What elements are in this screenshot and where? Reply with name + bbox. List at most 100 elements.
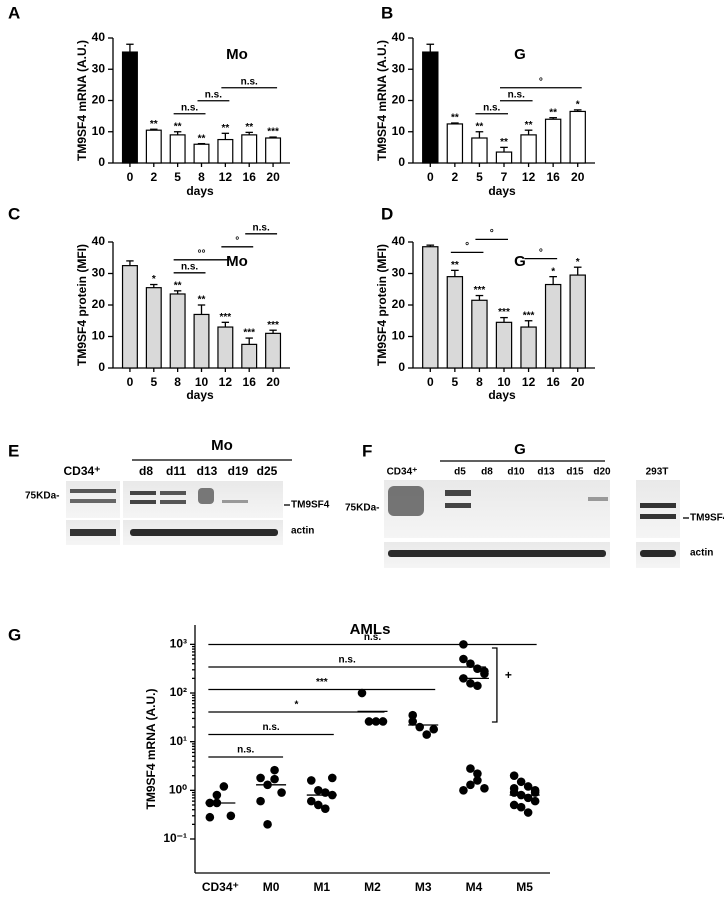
bracket-label: n.s. bbox=[339, 655, 356, 666]
lane-label: d11 bbox=[166, 464, 186, 478]
bracket-label: n.s. bbox=[262, 722, 279, 733]
x-tick-label: 5 bbox=[452, 375, 459, 389]
panel-letter: C bbox=[8, 204, 20, 223]
y-tick-label: 30 bbox=[92, 61, 106, 75]
marker-label: 75KDa- bbox=[345, 503, 379, 514]
y-tick-label: 0 bbox=[398, 360, 405, 374]
band bbox=[70, 529, 116, 536]
x-tick-label: 20 bbox=[571, 375, 585, 389]
point bbox=[263, 820, 272, 829]
x-tick-label: M3 bbox=[415, 880, 432, 894]
bar bbox=[495, 151, 513, 164]
significance: ** bbox=[198, 295, 206, 306]
y-tick-label: 0 bbox=[398, 155, 405, 169]
lane-label: d8 bbox=[139, 464, 153, 478]
y-axis-label: TM9SF4 mRNA (A.U.) bbox=[375, 40, 389, 161]
bracket-label: n.s. bbox=[205, 89, 222, 100]
x-tick-label: M0 bbox=[263, 880, 280, 894]
band bbox=[640, 514, 676, 519]
x-tick-label: 16 bbox=[243, 170, 257, 184]
point bbox=[516, 777, 526, 787]
band bbox=[445, 503, 471, 508]
y-tick-label: 10 bbox=[392, 124, 406, 138]
band-label: TM9SF4 bbox=[690, 513, 724, 524]
point bbox=[408, 710, 418, 720]
x-tick-label: 0 bbox=[127, 170, 134, 184]
x-tick-label: 0 bbox=[127, 375, 134, 389]
bar bbox=[265, 332, 282, 369]
point bbox=[466, 780, 475, 790]
bracket-label: n.s. bbox=[181, 261, 198, 272]
chart-title: Mo bbox=[226, 46, 248, 63]
significance: ** bbox=[198, 133, 206, 144]
bar bbox=[169, 134, 186, 164]
band bbox=[588, 497, 608, 501]
side-bracket bbox=[491, 647, 498, 723]
bar bbox=[193, 143, 210, 164]
point bbox=[466, 679, 475, 688]
point bbox=[523, 782, 533, 791]
y-tick-label: 10 bbox=[92, 124, 106, 138]
lane-label: d5 bbox=[454, 467, 466, 478]
blot-group: Mo bbox=[211, 437, 233, 454]
point bbox=[270, 765, 279, 775]
y-tick-label: 40 bbox=[392, 30, 406, 44]
y-tick-label: 10³ bbox=[170, 637, 187, 651]
bar bbox=[145, 287, 162, 369]
y-tick-label: 40 bbox=[392, 234, 406, 248]
point bbox=[473, 769, 482, 778]
band bbox=[160, 491, 186, 495]
point bbox=[473, 681, 482, 691]
point bbox=[277, 788, 286, 797]
point bbox=[270, 774, 279, 784]
bar bbox=[169, 293, 186, 369]
bracket-label: * bbox=[294, 700, 298, 711]
bar bbox=[544, 283, 562, 369]
point bbox=[516, 802, 526, 812]
x-tick-label: 12 bbox=[522, 375, 536, 389]
y-tick-label: 20 bbox=[392, 297, 406, 311]
x-axis-label: days bbox=[488, 184, 516, 198]
bar bbox=[121, 51, 138, 164]
panel-letter: D bbox=[381, 204, 393, 223]
bar bbox=[446, 123, 464, 164]
panel-letter: G bbox=[8, 625, 21, 644]
x-tick-label: 16 bbox=[546, 170, 560, 184]
point bbox=[509, 771, 519, 780]
point bbox=[364, 717, 374, 726]
x-tick-label: 8 bbox=[198, 170, 205, 184]
bracket-label: n.s. bbox=[364, 632, 381, 643]
lane-label: d15 bbox=[566, 467, 584, 478]
y-tick-label: 10⁰ bbox=[169, 783, 187, 797]
lane-label: d20 bbox=[593, 467, 611, 478]
x-tick-label: 0 bbox=[427, 170, 434, 184]
y-axis-label: TM9SF4 protein (MFI) bbox=[375, 244, 389, 366]
point bbox=[466, 764, 475, 773]
bracket-label: n.s. bbox=[508, 89, 525, 100]
y-tick-label: 10 bbox=[92, 329, 106, 343]
bar bbox=[422, 246, 439, 369]
y-axis-label: TM9SF4 mRNA (A.U.) bbox=[144, 689, 158, 810]
band bbox=[130, 529, 278, 536]
y-tick-label: 30 bbox=[392, 266, 406, 280]
blot bbox=[636, 480, 680, 538]
point bbox=[509, 784, 519, 793]
bar bbox=[544, 118, 562, 164]
x-tick-label: 12 bbox=[219, 170, 233, 184]
bracket-label: n.s. bbox=[253, 222, 270, 233]
y-tick-label: 20 bbox=[92, 297, 106, 311]
panel-letter: A bbox=[8, 3, 20, 22]
bar bbox=[446, 276, 464, 369]
bracket-label: n.s. bbox=[241, 76, 258, 87]
band bbox=[640, 550, 676, 557]
x-tick-label: 12 bbox=[522, 170, 536, 184]
bar bbox=[193, 313, 210, 369]
y-tick-label: 10¹ bbox=[170, 734, 187, 748]
band bbox=[222, 500, 248, 503]
point bbox=[371, 717, 381, 726]
point bbox=[219, 782, 229, 791]
x-tick-label: 20 bbox=[571, 170, 585, 184]
point bbox=[205, 812, 215, 822]
point bbox=[509, 800, 519, 810]
point bbox=[523, 808, 533, 817]
